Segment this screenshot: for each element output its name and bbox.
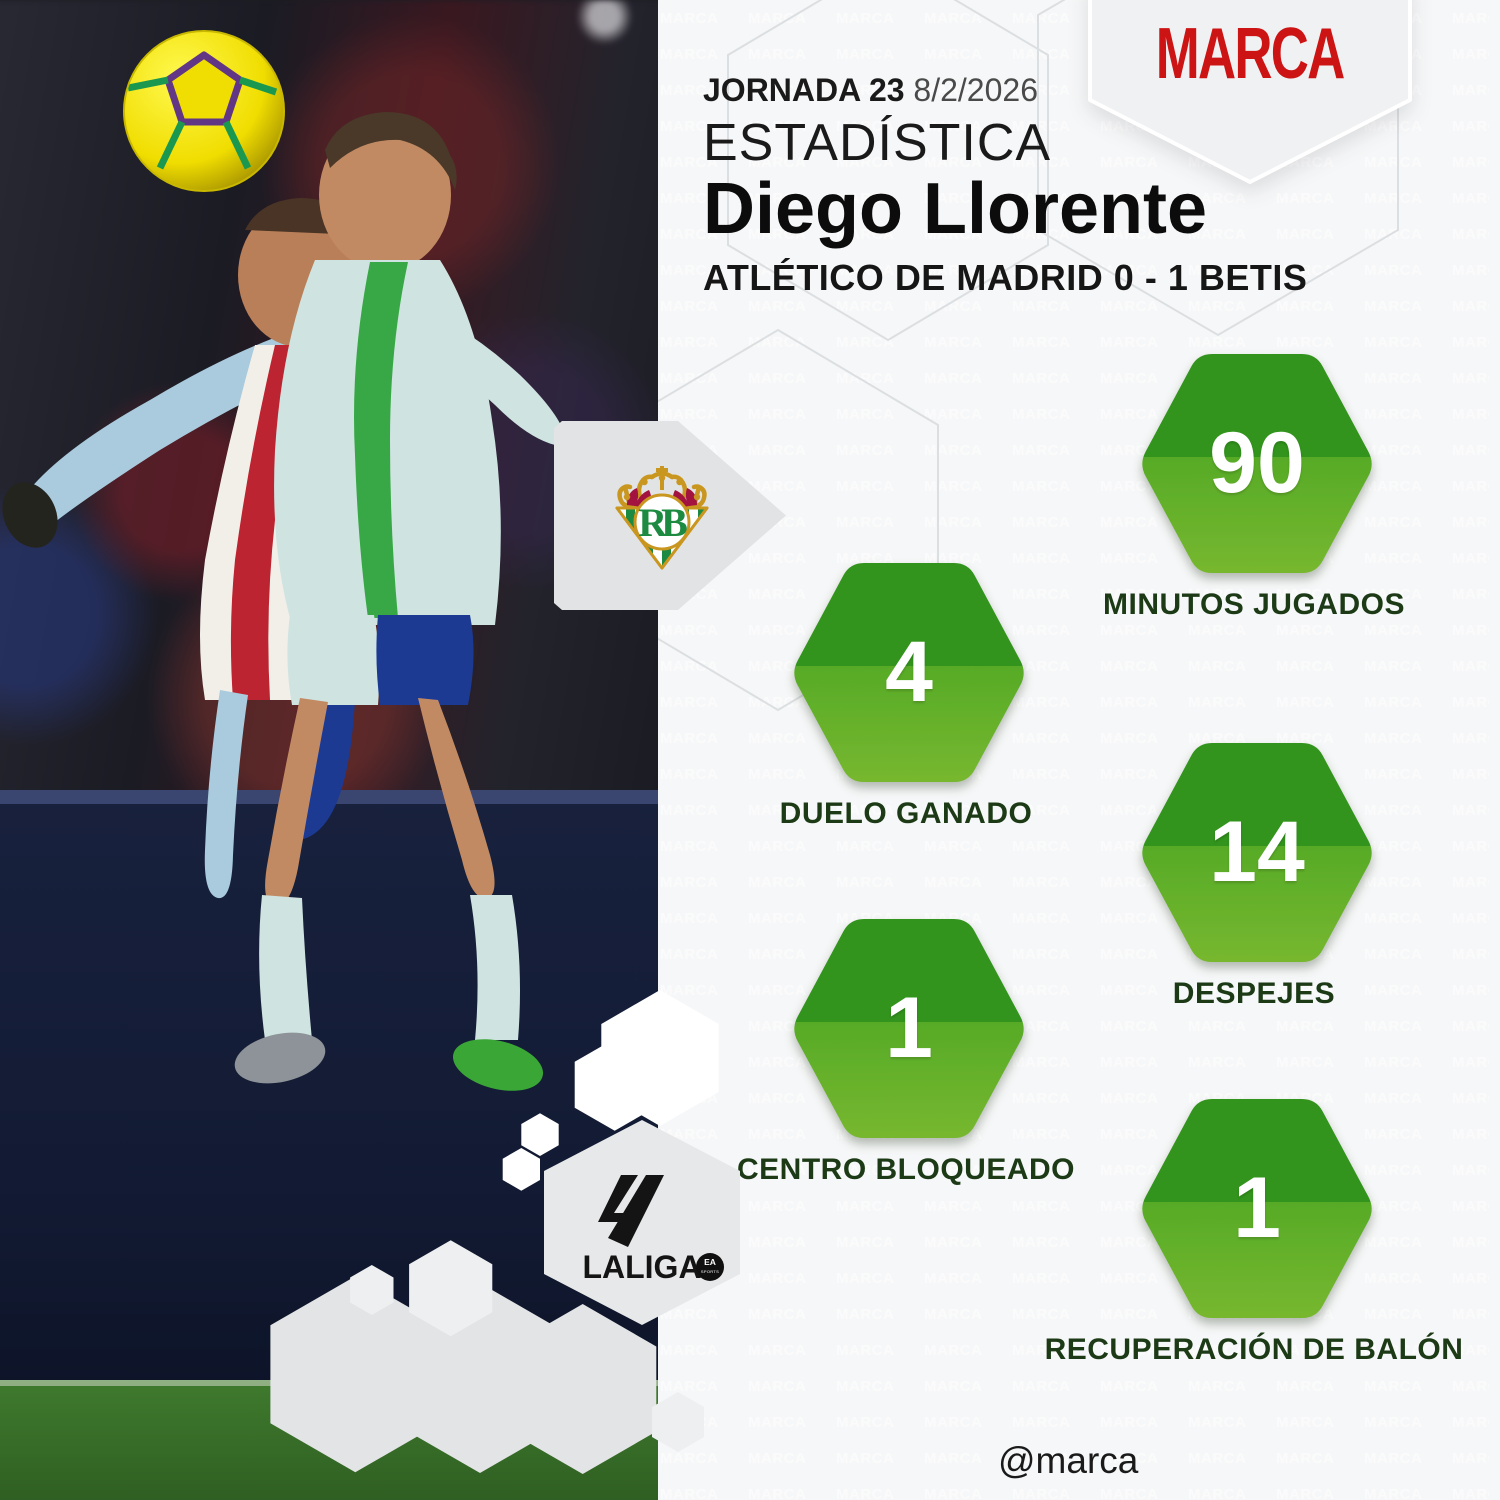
svg-text:EA: EA: [704, 1257, 716, 1267]
svg-text:LALIGA: LALIGA: [582, 1249, 701, 1285]
svg-text:SPORTS: SPORTS: [701, 1269, 719, 1274]
svg-text:RB: RB: [638, 500, 687, 545]
